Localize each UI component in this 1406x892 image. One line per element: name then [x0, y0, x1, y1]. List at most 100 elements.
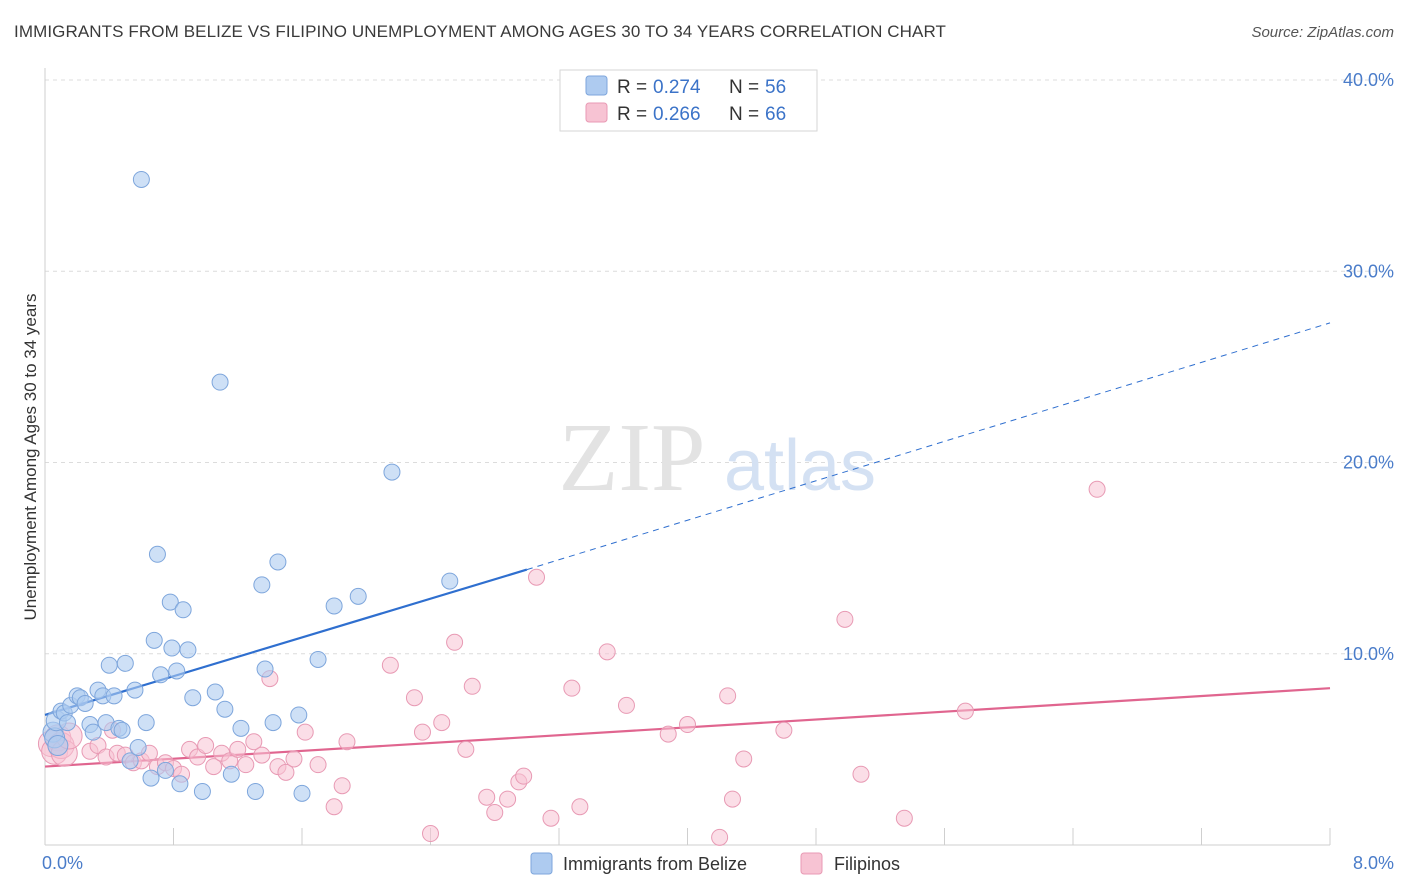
point-filipinos-61 [723, 790, 741, 808]
legend-filipinos-n-value: 66 [765, 104, 786, 125]
watermark-zip: ZIP [559, 404, 706, 512]
point-belize-10 [76, 694, 94, 712]
point-belize-42 [222, 765, 240, 783]
x-tick-min: 0.0% [42, 853, 83, 873]
point-belize-28 [148, 545, 166, 563]
y-tick-label-2: 30.0% [1343, 261, 1394, 281]
legend-belize-r-value: 0.274 [653, 77, 701, 98]
point-filipinos-42 [433, 714, 451, 732]
point-filipinos-38 [381, 656, 399, 674]
point-filipinos-56 [617, 696, 635, 714]
point-belize-40 [211, 373, 229, 391]
point-filipinos-50 [515, 767, 533, 785]
legend-belize-n-value: 56 [765, 77, 786, 98]
point-belize-50 [290, 706, 308, 724]
point-filipinos-45 [463, 677, 481, 695]
point-belize-32 [163, 639, 181, 657]
point-belize-19 [113, 721, 131, 739]
trendline-belize-extension [526, 322, 1331, 571]
y-tick-label-0: 10.0% [1343, 644, 1394, 664]
point-filipinos-28 [253, 746, 271, 764]
point-belize-24 [132, 170, 150, 188]
y-axis-label: Unemployment Among Ages 30 to 34 years [21, 294, 40, 621]
point-filipinos-25 [229, 740, 247, 758]
point-filipinos-32 [285, 750, 303, 768]
point-filipinos-51 [528, 568, 546, 586]
point-filipinos-58 [679, 716, 696, 734]
point-belize-48 [269, 553, 287, 571]
point-filipinos-64 [836, 610, 854, 628]
point-filipinos-47 [486, 803, 504, 821]
point-filipinos-27 [245, 733, 263, 751]
point-filipinos-36 [333, 777, 351, 795]
point-belize-25 [137, 714, 155, 732]
point-filipinos-53 [563, 679, 581, 697]
legend-box: R = 0.274 N = 56 R = 0.266 N = 66 [559, 69, 818, 132]
point-filipinos-37 [338, 733, 356, 751]
point-belize-21 [121, 752, 139, 770]
legend-belize-n-label: N = [729, 77, 759, 98]
point-belize-54 [383, 463, 401, 481]
point-filipinos-68 [1088, 480, 1106, 498]
point-belize-27 [145, 631, 163, 649]
trendline-belize [44, 568, 528, 717]
point-filipinos-60 [719, 687, 737, 705]
point-belize-45 [253, 576, 271, 594]
bottom-legend-filipinos-label: Filipinos [834, 854, 900, 874]
bottom-legend-swatch-belize [530, 852, 553, 875]
point-filipinos-22 [205, 758, 223, 776]
point-filipinos-57 [659, 725, 677, 743]
point-belize-38 [193, 782, 211, 800]
point-filipinos-59 [711, 828, 729, 846]
trend-belize [44, 322, 1331, 717]
bottom-legend-belize-label: Immigrants from Belize [563, 854, 747, 874]
points-belize [42, 170, 459, 802]
point-belize-49 [293, 784, 311, 802]
point-filipinos-48 [499, 790, 517, 808]
point-belize-52 [325, 597, 343, 615]
point-filipinos-52 [542, 809, 560, 827]
point-belize-34 [171, 775, 189, 793]
point-filipinos-46 [478, 788, 496, 806]
point-belize-44 [246, 782, 264, 800]
watermark: ZIP atlas [559, 404, 877, 512]
point-filipinos-66 [895, 809, 913, 827]
point-filipinos-41 [422, 825, 439, 843]
point-belize-23 [129, 738, 147, 756]
point-filipinos-33 [296, 723, 314, 741]
legend-filipinos-r-value: 0.266 [653, 104, 701, 125]
bottom-legend-swatch-filipinos [800, 852, 823, 875]
legend-filipinos-r-label: R = [617, 104, 647, 125]
point-filipinos-43 [446, 633, 464, 651]
gridlines [45, 79, 1380, 655]
point-belize-53 [349, 587, 367, 605]
point-belize-6 [58, 714, 76, 732]
point-filipinos-54 [571, 798, 589, 816]
point-belize-39 [206, 683, 224, 701]
point-belize-47 [264, 714, 282, 732]
point-filipinos-26 [237, 756, 255, 774]
legend-swatch-belize [585, 75, 608, 96]
point-filipinos-55 [598, 643, 616, 661]
point-belize-22 [126, 681, 144, 699]
point-filipinos-21 [197, 737, 215, 755]
point-filipinos-65 [852, 765, 870, 783]
point-filipinos-31 [277, 763, 295, 781]
point-belize-17 [105, 687, 123, 705]
point-belize-37 [184, 689, 202, 707]
point-belize-26 [142, 769, 160, 787]
point-belize-51 [309, 650, 327, 668]
point-belize-35 [174, 601, 192, 619]
point-belize-46 [256, 660, 274, 678]
legend-filipinos-n-label: N = [729, 104, 759, 125]
y-tick-label-1: 20.0% [1343, 453, 1394, 473]
legend-belize-r-label: R = [617, 77, 647, 98]
y-tick-labels: 10.0% 20.0% 30.0% 40.0% [1343, 70, 1394, 664]
point-belize-16 [100, 656, 118, 674]
point-belize-3 [47, 735, 69, 757]
point-belize-31 [161, 593, 179, 611]
x-tick-max: 8.0% [1353, 853, 1394, 873]
point-belize-12 [84, 723, 102, 741]
point-filipinos-63 [775, 721, 793, 739]
